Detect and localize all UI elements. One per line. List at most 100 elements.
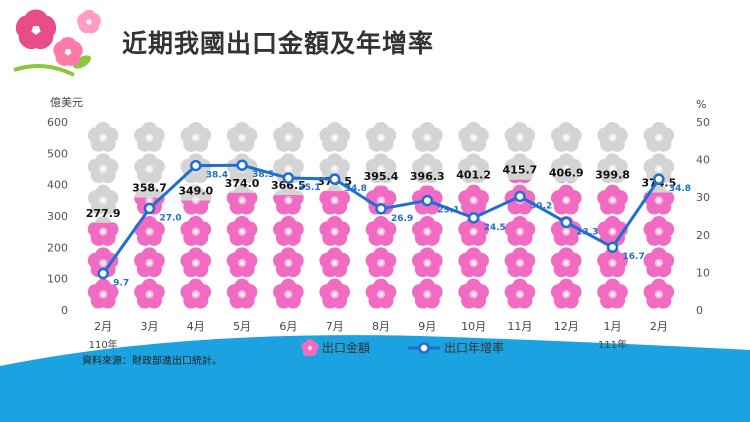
bar-value-label: 349.0: [178, 185, 213, 198]
bar-value-label: 406.9: [549, 167, 584, 180]
bar-flower: [180, 278, 212, 309]
bar-background-flower: [87, 121, 119, 152]
bar-value-label: 374.0: [225, 177, 260, 190]
bar-flower: [226, 192, 258, 215]
category-label: 2月: [94, 320, 112, 333]
left-tick-label: 600: [47, 116, 68, 129]
source-note: 資料來源：財政部進出口統計。: [82, 356, 222, 367]
left-tick-label: 300: [47, 210, 68, 223]
category-label: 9月: [418, 320, 436, 333]
bar-flower: [550, 278, 582, 309]
left-tick-label: 500: [47, 147, 68, 160]
right-tick-label: 0: [696, 304, 703, 317]
legend: 出口金額 出口年增率: [301, 339, 504, 357]
bar-flower: [134, 278, 165, 309]
bar-flower: [226, 247, 258, 278]
line-value-label: 16.7: [623, 252, 645, 262]
legend-label: 出口金額: [322, 340, 370, 355]
category-label: 6月: [279, 320, 297, 333]
category-label: 12月: [554, 320, 579, 333]
bar: [643, 121, 675, 309]
bar-flower: [226, 278, 258, 309]
bar: [458, 121, 489, 309]
bar-flower: [319, 278, 350, 309]
bar-background-flower: [180, 121, 212, 152]
category-label: 3月: [140, 320, 158, 333]
bar-flower: [504, 247, 536, 278]
bar-flower: [643, 247, 675, 278]
category-label: 2月: [650, 320, 668, 333]
bar: [180, 121, 212, 309]
bar-flower: [597, 278, 628, 309]
category-label: 4月: [187, 320, 205, 333]
bar-flower: [365, 216, 397, 246]
bar-background-flower: [643, 121, 675, 152]
year-label: 110年: [89, 338, 118, 351]
left-axis-title: 億美元: [50, 96, 83, 109]
bar-flower: [558, 182, 574, 184]
bar-flower: [319, 247, 350, 278]
line-point: [282, 172, 295, 184]
bar-background-flower: [550, 121, 582, 152]
line-value-label: 27.0: [159, 213, 181, 223]
bar-flower: [550, 247, 582, 278]
bar-flower: [365, 247, 397, 278]
left-tick-label: 400: [47, 179, 68, 192]
bar-background-flower: [504, 121, 536, 152]
year-label: 111年: [598, 338, 627, 351]
category-label: 11月: [507, 320, 532, 333]
bar: [550, 121, 582, 309]
right-tick-label: 40: [696, 154, 710, 167]
right-tick-label: 30: [696, 191, 710, 204]
category-label: 1月: [604, 320, 622, 333]
line-point: [514, 190, 526, 203]
right-tick-label: 10: [696, 266, 710, 279]
bar-background-flower: [134, 153, 165, 184]
bar-flower: [226, 216, 258, 246]
category-label: 10月: [461, 320, 486, 333]
bar-flower: [643, 278, 675, 309]
bar-background-flower: [597, 121, 628, 152]
bar-flower: [87, 278, 119, 309]
bar-background-flower: [226, 121, 258, 152]
bar-background-flower: [550, 153, 582, 184]
bar-background-flower: [87, 153, 119, 184]
bar-flower: [597, 184, 628, 215]
bar-value-label: 401.2: [456, 168, 491, 181]
bar-flower: [134, 247, 165, 278]
bar-background-flower: [273, 121, 304, 152]
bar-flower: [319, 216, 350, 246]
line-value-label: 29.1: [437, 206, 459, 216]
bar-value-label: 277.9: [86, 207, 121, 220]
line-value-label: 9.7: [113, 279, 129, 289]
left-tick-label: 200: [47, 241, 68, 254]
bar-background-flower: [412, 153, 443, 184]
right-tick-label: 50: [696, 116, 710, 129]
bar-flower: [504, 278, 536, 309]
page-title: 近期我國出口金額及年增率: [122, 29, 435, 58]
bar-flower: [273, 195, 304, 215]
line-point: [467, 212, 480, 224]
bar-flower: [180, 216, 212, 246]
bar-background-flower: [412, 121, 443, 152]
legend-flower-icon: [301, 339, 319, 357]
line-value-label: 38.5: [252, 170, 274, 180]
bar-flower: [458, 247, 489, 278]
line-point: [328, 173, 341, 185]
line-point: [375, 203, 387, 215]
category-label: 8月: [372, 320, 390, 333]
bar-flower: [504, 216, 536, 246]
line-point: [236, 159, 248, 171]
bar-background-flower: [504, 153, 536, 184]
bar-flower: [180, 247, 212, 278]
line-value-label: 35.1: [298, 183, 320, 193]
bar-background-flower: [597, 153, 628, 184]
line-value-label: 23.3: [576, 227, 598, 237]
bar-value-label: 415.7: [503, 164, 538, 177]
bar-flower: [643, 192, 675, 215]
bar-background-flower: [87, 184, 119, 215]
bar-flower: [273, 278, 304, 309]
